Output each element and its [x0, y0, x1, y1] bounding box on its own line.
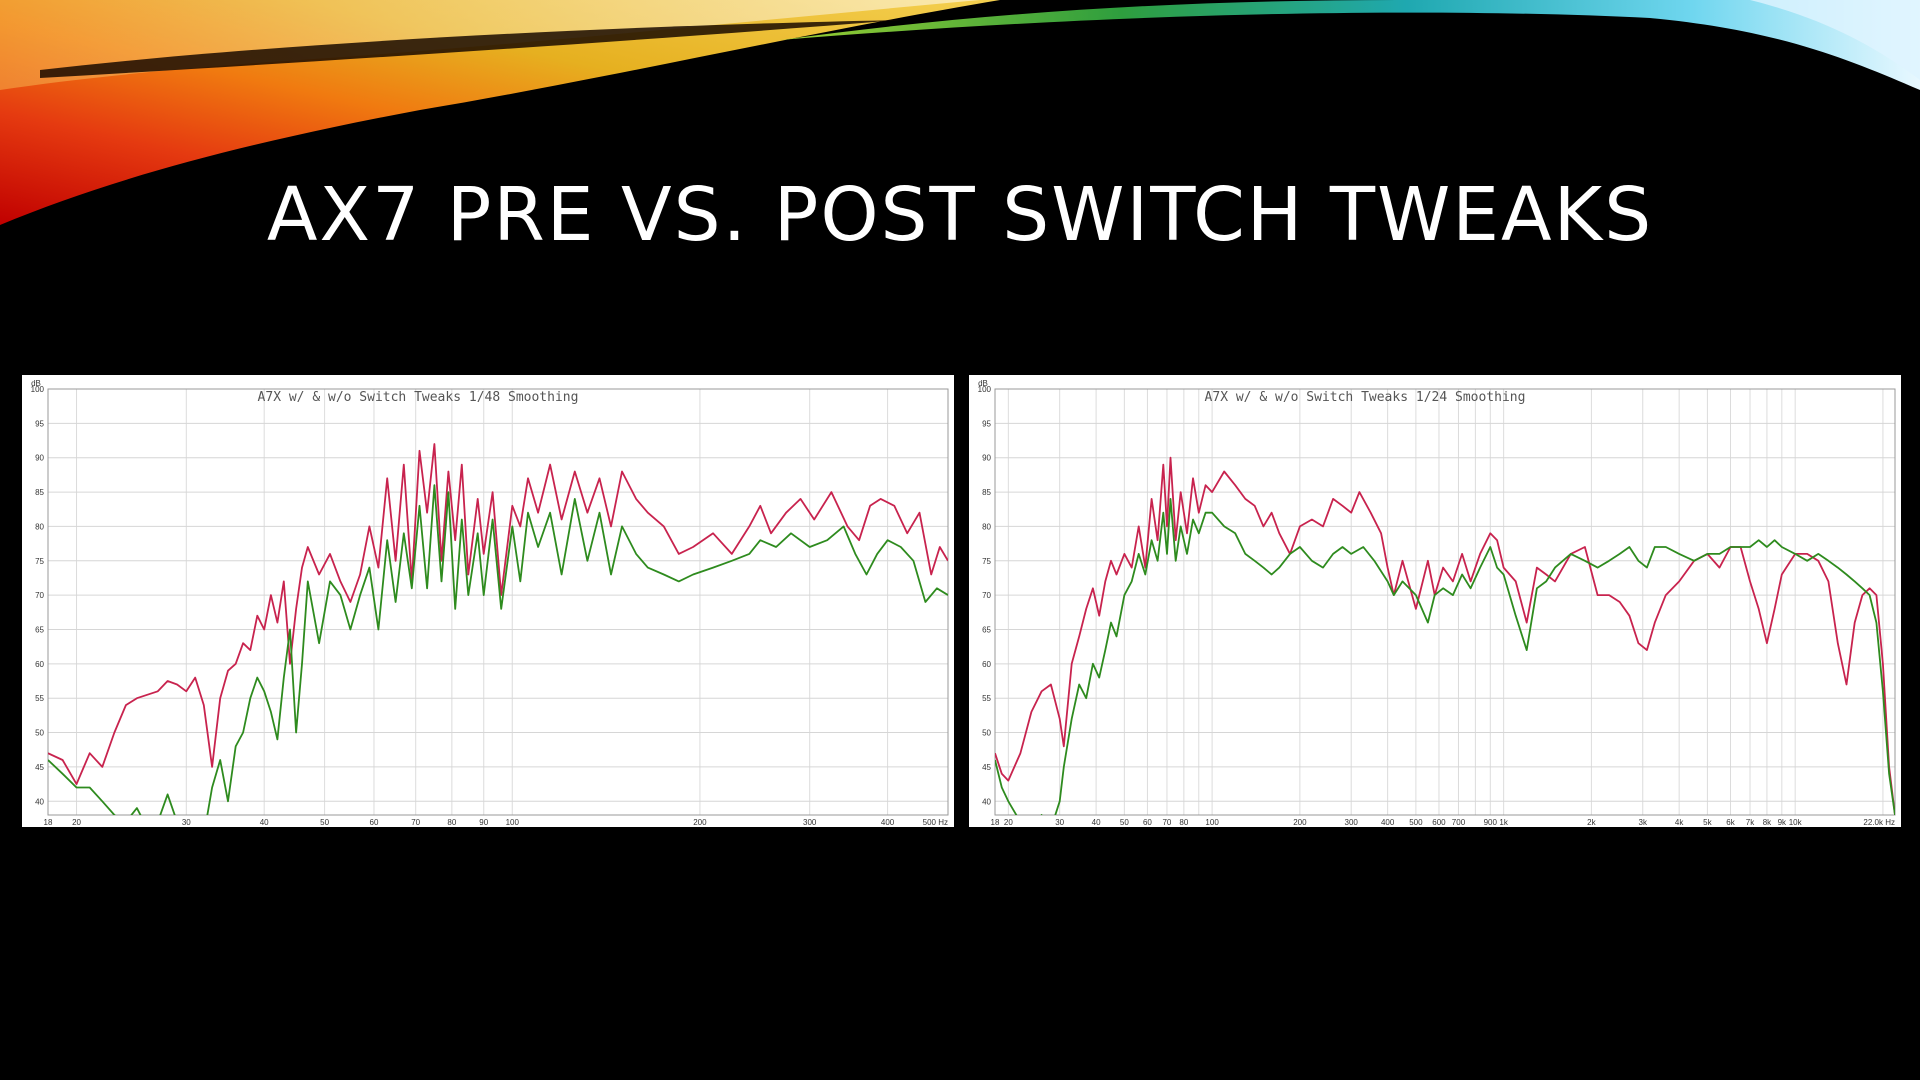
- series-line-2: [995, 498, 1895, 815]
- x-tick-label: 500: [1409, 818, 1423, 827]
- x-tick-label: 400: [881, 818, 895, 827]
- plot-frame: [994, 388, 1896, 816]
- y-unit-label: dB: [31, 379, 41, 388]
- y-tick-label: 80: [982, 522, 991, 531]
- y-tick-label: 55: [35, 694, 44, 703]
- x-tick-label: 300: [803, 818, 817, 827]
- y-tick-label: 75: [35, 557, 44, 566]
- x-tick-label: 900: [1484, 818, 1498, 827]
- y-tick-label: 100: [978, 385, 992, 394]
- y-tick-label: 40: [982, 797, 991, 806]
- series-line-2: [48, 484, 948, 815]
- y-tick-label: 45: [35, 763, 44, 772]
- x-tick-label: 40: [260, 818, 269, 827]
- x-tick-label: 600: [1432, 818, 1446, 827]
- y-tick-label: 90: [982, 454, 991, 463]
- x-tick-label: 18: [44, 818, 53, 827]
- y-tick-label: 50: [35, 729, 44, 738]
- x-tick-label: 80: [447, 818, 456, 827]
- x-tick-label: 200: [1293, 818, 1307, 827]
- chart-panel-1-24-smoothing: 40 45 50 55 60 65 70 75 80 85 90 95 100 dB 18 20 30 40 50 6…: [969, 375, 1901, 827]
- y-tick-label: 90: [35, 454, 44, 463]
- x-tick-label: 8k: [1763, 818, 1772, 827]
- series-line-1: [48, 443, 948, 785]
- y-tick-label: 55: [982, 694, 991, 703]
- x-tick-label: 20: [72, 818, 81, 827]
- x-tick-label: 40: [1092, 818, 1101, 827]
- y-tick-label: 40: [35, 797, 44, 806]
- y-tick-label: 60: [982, 660, 991, 669]
- y-tick-label: 70: [982, 591, 991, 600]
- chart-title: A7X w/ & w/o Switch Tweaks 1/48 Smoothin…: [258, 390, 579, 405]
- series-line-1: [995, 456, 1895, 815]
- x-tick-label: 1k: [1499, 818, 1508, 827]
- x-tick-label: 10k: [1789, 818, 1803, 827]
- y-unit-label: dB: [978, 379, 988, 388]
- y-tick-label: 50: [982, 729, 991, 738]
- x-tick-label: 9k: [1778, 818, 1787, 827]
- x-tick-label: 22.0k Hz: [1863, 818, 1895, 827]
- x-tick-label: 60: [1143, 818, 1152, 827]
- x-tick-label: 50: [1120, 818, 1129, 827]
- x-tick-label: 700: [1452, 818, 1466, 827]
- decorative-swoosh-banner: [0, 0, 1920, 225]
- x-tick-label: 7k: [1746, 818, 1755, 827]
- x-tick-label: 200: [693, 818, 707, 827]
- x-tick-label: 80: [1179, 818, 1188, 827]
- y-tick-label: 65: [35, 625, 44, 634]
- y-tick-label: 80: [35, 522, 44, 531]
- x-tick-label: 6k: [1726, 818, 1735, 827]
- x-tick-label: 5k: [1703, 818, 1712, 827]
- plot-frame: [47, 388, 949, 816]
- x-tick-label: 20: [1004, 818, 1013, 827]
- x-tick-label: 70: [411, 818, 420, 827]
- x-tick-label: 30: [1055, 818, 1064, 827]
- y-tick-label: 95: [982, 419, 991, 428]
- y-tick-label: 45: [982, 763, 991, 772]
- x-tick-label: 3k: [1639, 818, 1648, 827]
- x-tick-label: 30: [182, 818, 191, 827]
- x-tick-label: 4k: [1675, 818, 1684, 827]
- x-tick-label: 500 Hz: [923, 818, 948, 827]
- slide-title: AX7 PRE VS. POST SWITCH TWEAKS: [266, 172, 1654, 258]
- x-tick-label: 100: [506, 818, 520, 827]
- y-tick-label: 65: [982, 625, 991, 634]
- y-tick-label: 85: [982, 488, 991, 497]
- x-tick-label: 50: [320, 818, 329, 827]
- y-tick-label: 60: [35, 660, 44, 669]
- y-tick-label: 75: [982, 557, 991, 566]
- x-tick-label: 300: [1345, 818, 1359, 827]
- x-tick-label: 100: [1205, 818, 1219, 827]
- chart-title: A7X w/ & w/o Switch Tweaks 1/24 Smoothin…: [1205, 390, 1526, 405]
- x-tick-label: 2k: [1587, 818, 1596, 827]
- y-tick-label: 70: [35, 591, 44, 600]
- y-tick-label: 85: [35, 488, 44, 497]
- x-tick-label: 70: [1162, 818, 1171, 827]
- x-tick-label: 400: [1381, 818, 1395, 827]
- x-tick-label: 60: [370, 818, 379, 827]
- chart-panel-1-48-smoothing: 40 45 50 55 60 65 70 75 80 85 90 95 100 dB 18 20 30 40 50 6…: [22, 375, 954, 827]
- y-tick-label: 95: [35, 419, 44, 428]
- x-tick-label: 90: [479, 818, 488, 827]
- y-tick-label: 100: [31, 385, 45, 394]
- x-tick-label: 18: [991, 818, 1000, 827]
